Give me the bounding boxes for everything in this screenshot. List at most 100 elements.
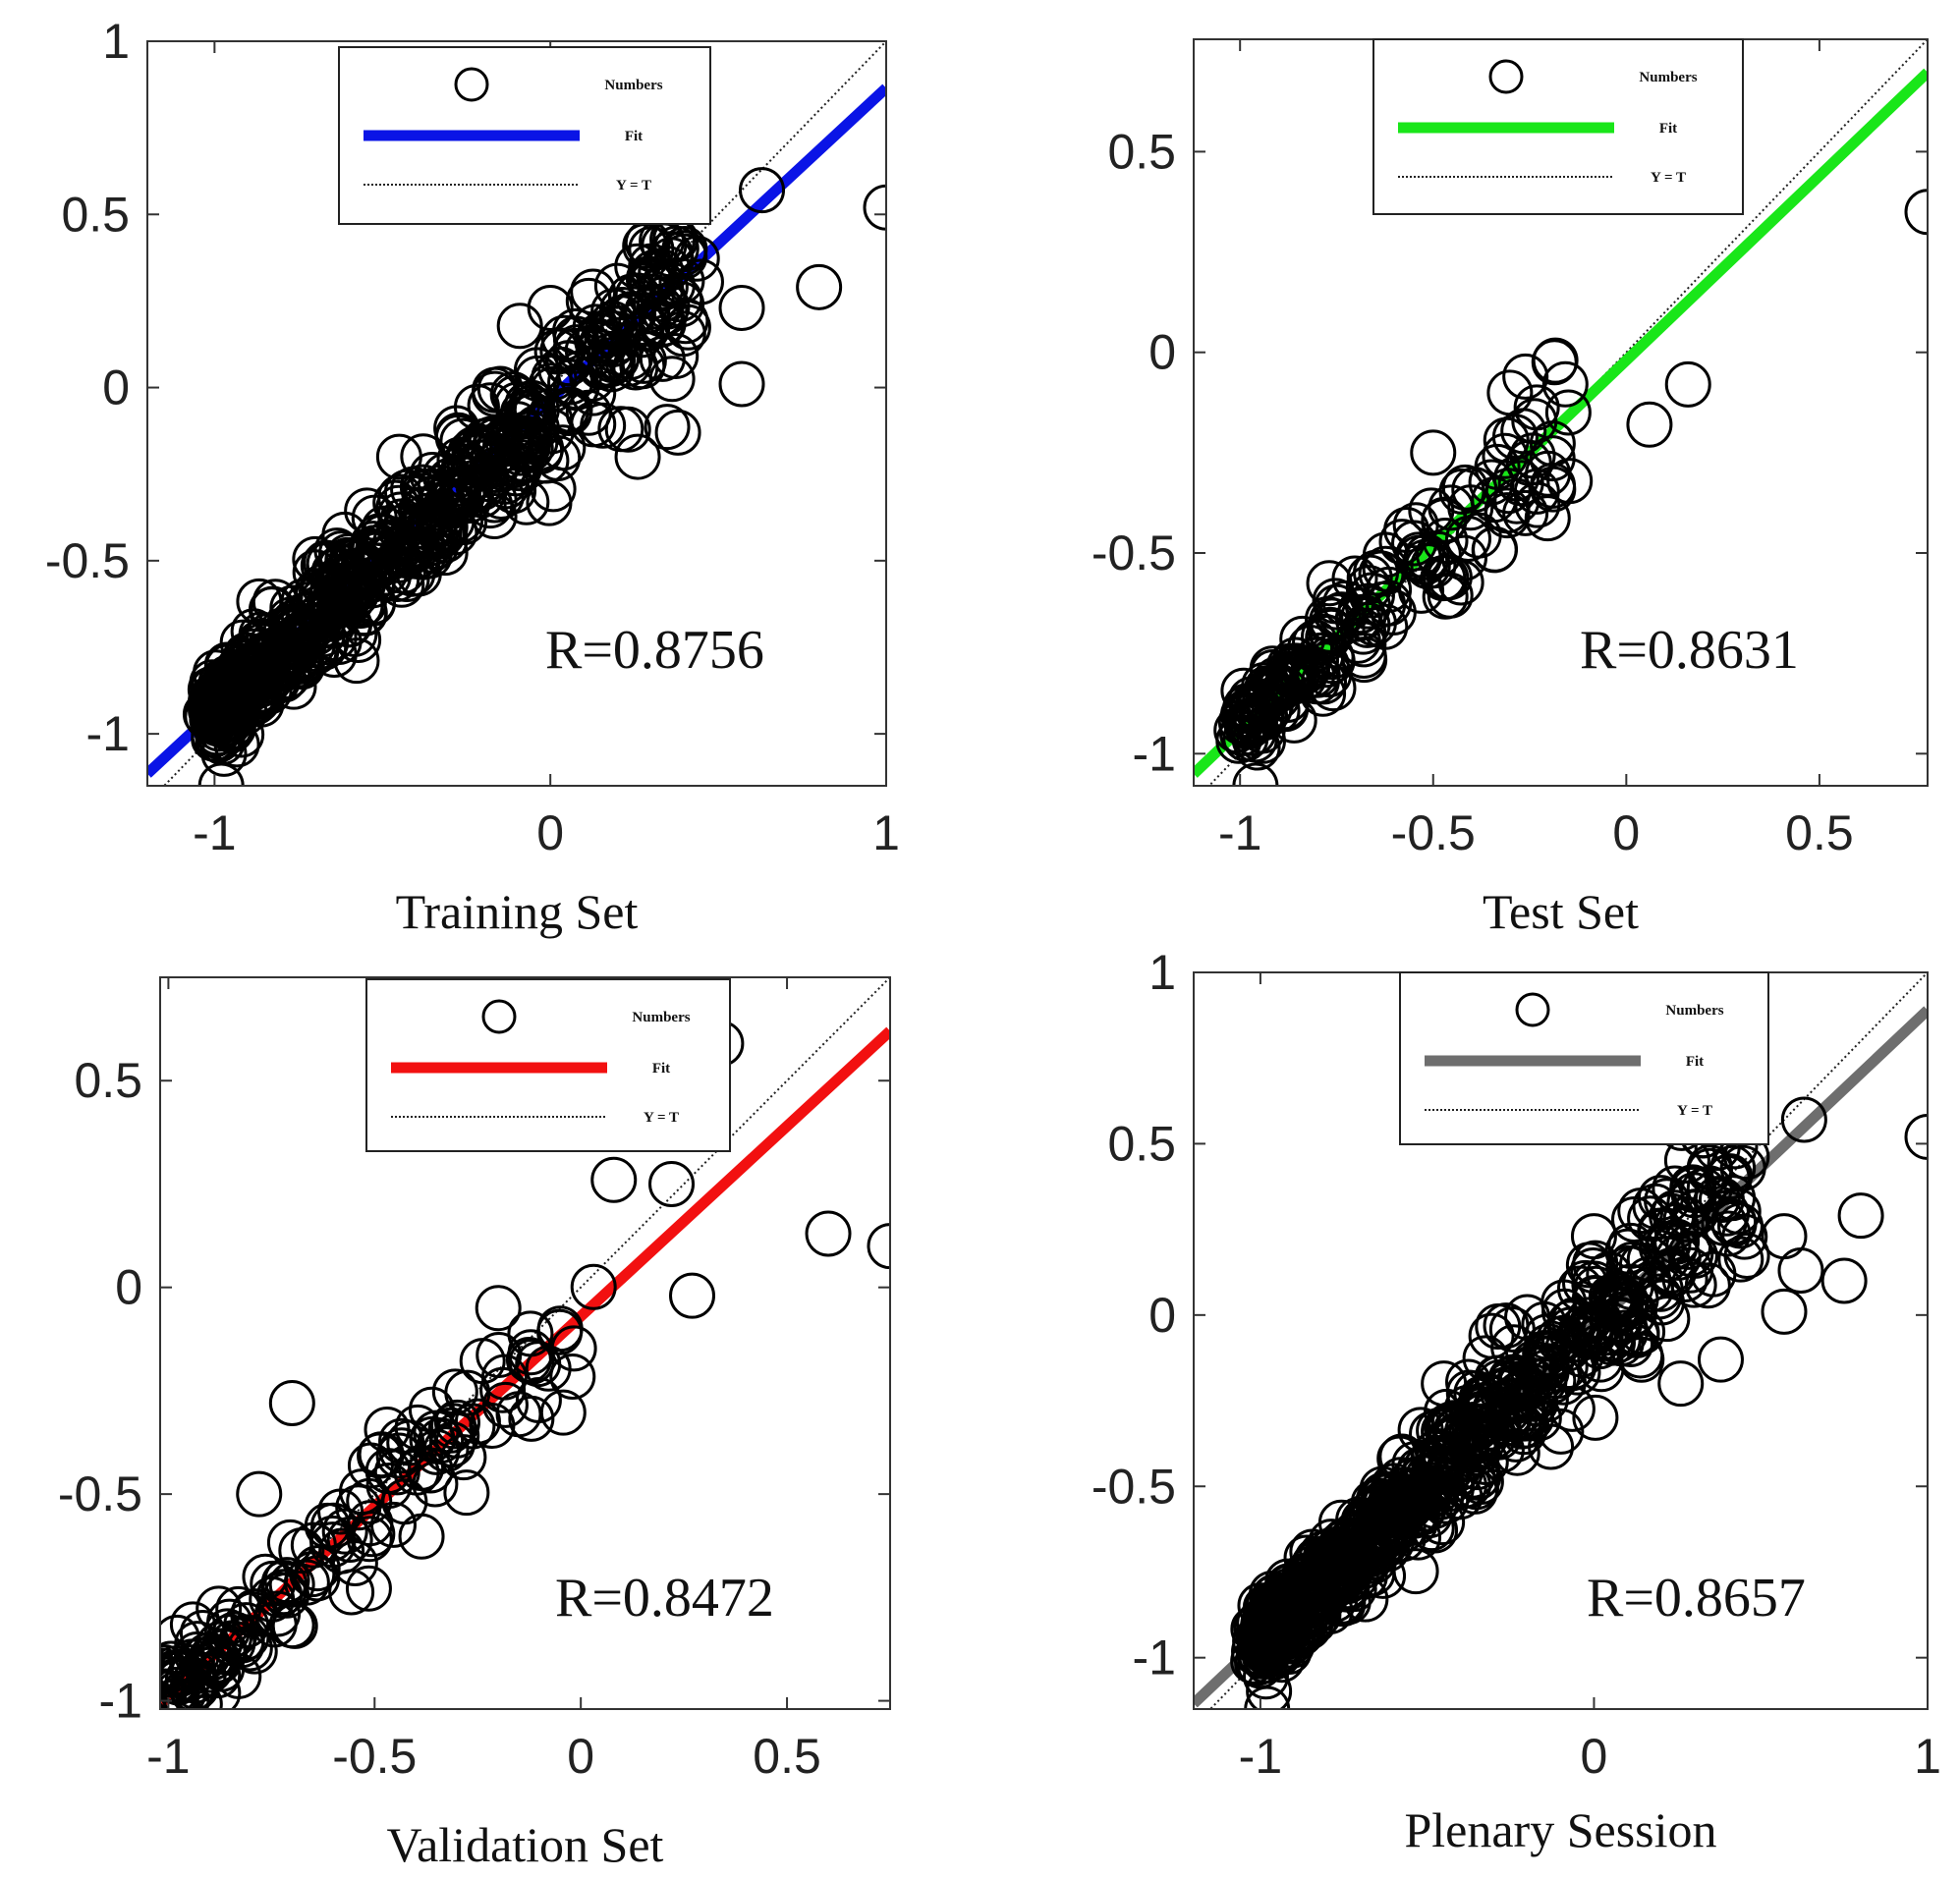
data-point <box>421 529 469 577</box>
data-point <box>1541 360 1589 408</box>
data-point <box>1604 1228 1652 1275</box>
y-tick-label: 0.5 <box>61 187 130 242</box>
data-point <box>160 1686 201 1709</box>
data-point <box>644 404 691 451</box>
data-point <box>1377 1457 1425 1504</box>
data-point <box>163 1679 210 1709</box>
x-axis-label: Training Set <box>396 884 639 939</box>
data-point <box>1301 1541 1348 1588</box>
data-point <box>1652 1189 1699 1237</box>
data-point <box>1500 1409 1547 1456</box>
legend: Numbers Fit Y = T <box>1372 38 1744 215</box>
data-point <box>1617 1332 1664 1379</box>
data-point <box>1541 1343 1589 1390</box>
data-point <box>1309 597 1356 644</box>
data-point <box>358 1431 405 1478</box>
data-point <box>191 1639 238 1686</box>
data-point-outlier <box>863 184 886 231</box>
data-point <box>570 401 617 448</box>
data-point <box>1425 1417 1472 1465</box>
data-point <box>1331 555 1378 602</box>
data-point <box>1376 1435 1424 1482</box>
data-point <box>1627 1266 1674 1313</box>
data-point <box>1474 443 1521 490</box>
data-point <box>421 504 469 551</box>
data-point <box>200 730 248 777</box>
x-tick-label: 0.5 <box>753 1729 821 1784</box>
data-point <box>445 477 492 525</box>
data-point <box>309 1521 357 1569</box>
data-point <box>318 1527 365 1575</box>
data-point <box>1362 603 1409 650</box>
data-point <box>317 1488 364 1535</box>
data-point <box>656 276 703 323</box>
axes-frame <box>159 976 891 1710</box>
data-point <box>345 1565 392 1612</box>
data-point <box>1667 1230 1714 1277</box>
data-point <box>360 535 407 582</box>
data-point <box>1653 1218 1701 1265</box>
data-point <box>552 327 599 374</box>
data-point <box>304 1502 351 1549</box>
data-point <box>1662 1195 1709 1243</box>
data-point <box>164 1656 211 1703</box>
data-point <box>1438 468 1485 515</box>
data-point <box>398 1513 445 1560</box>
data-point <box>443 1469 490 1517</box>
data-point <box>289 622 336 669</box>
r-value-label: R=0.8631 <box>1580 620 1799 681</box>
data-point <box>230 1591 277 1638</box>
data-point <box>523 437 570 484</box>
data-point <box>406 505 453 552</box>
data-point <box>160 1648 202 1695</box>
data-point <box>1472 525 1519 573</box>
data-point-outlier <box>1761 1288 1808 1335</box>
legend-label-fit: Fit <box>652 1061 670 1077</box>
data-point <box>539 424 587 471</box>
data-point <box>433 1399 480 1446</box>
y-tick-label: -0.5 <box>58 1466 142 1521</box>
data-point <box>1637 1265 1684 1312</box>
legend-marker-icon <box>454 67 489 102</box>
data-point <box>1437 559 1484 606</box>
y-tick-label: 0 <box>115 1260 142 1315</box>
data-point-outlier <box>718 360 765 408</box>
data-point <box>604 406 651 453</box>
data-point <box>1709 1175 1757 1222</box>
data-point <box>1509 1346 1556 1393</box>
data-point <box>1295 1554 1342 1601</box>
legend: Numbers Fit Y = T <box>365 978 731 1152</box>
data-point <box>1332 1510 1379 1557</box>
data-point <box>1230 1637 1277 1685</box>
data-point <box>424 478 472 525</box>
data-point <box>442 439 489 486</box>
x-tick-label: -1 <box>146 1729 190 1784</box>
data-point <box>1502 489 1549 536</box>
data-point <box>160 1670 200 1709</box>
data-point <box>1423 1433 1470 1480</box>
data-point-outlier <box>1232 762 1279 786</box>
data-point-outlier <box>1904 1113 1928 1160</box>
data-point <box>1558 1331 1605 1378</box>
data-point <box>1652 1165 1699 1212</box>
data-point <box>422 1426 470 1473</box>
x-tick-label: 0 <box>536 805 564 860</box>
data-point-outlier <box>1421 1360 1468 1408</box>
y-tick-label: -1 <box>1133 1630 1176 1686</box>
legend-label-yt: Y = T <box>616 178 651 193</box>
data-point <box>206 1598 253 1645</box>
legend-marker-icon <box>1515 992 1550 1027</box>
data-point-outlier <box>1780 1096 1827 1143</box>
data-point <box>1419 1499 1466 1546</box>
data-point <box>1230 681 1277 728</box>
data-point <box>278 1527 325 1575</box>
data-points <box>1230 1085 1928 1709</box>
data-point <box>496 303 543 350</box>
data-point <box>1410 542 1457 589</box>
x-tick-label: -0.5 <box>1391 805 1476 860</box>
legend-label-yt: Y = T <box>1651 170 1686 186</box>
data-point-outlier <box>1837 1192 1884 1240</box>
data-point <box>1511 398 1558 445</box>
data-point <box>326 1517 373 1564</box>
